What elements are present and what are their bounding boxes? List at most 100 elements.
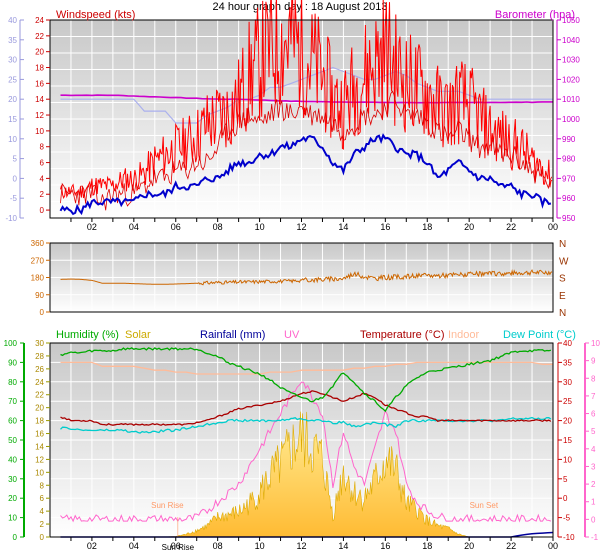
x-tick-label: 20 xyxy=(464,222,474,232)
y-tick-label: 30 xyxy=(8,56,17,65)
sun-rise-annotation: Sun Rise xyxy=(151,501,184,510)
pressure-trend-line xyxy=(60,66,553,124)
y-tick-label: 22 xyxy=(35,391,44,400)
y-tick-label: 20 xyxy=(35,404,44,413)
sun-set-annotation: Sun Set xyxy=(470,501,499,510)
y-tick-label: 20 xyxy=(35,48,44,57)
x-tick-label: 18 xyxy=(422,222,432,232)
x-tick-label: 02 xyxy=(87,541,97,551)
y-tick-label: 950 xyxy=(562,214,576,223)
x-tick-label: 10 xyxy=(255,541,265,551)
y-tick-label: 180 xyxy=(31,274,45,283)
legend-item: Temperature (°C) xyxy=(360,329,444,341)
y-tick-label: -10 xyxy=(563,533,575,542)
y-tick-label: 28 xyxy=(35,352,44,361)
y-tick-label: 24 xyxy=(35,16,44,25)
y-tick-label: 25 xyxy=(8,75,17,84)
x-tick-label: 16 xyxy=(380,222,390,232)
x-tick-label: 12 xyxy=(296,541,306,551)
y-tick-label: 26 xyxy=(35,365,44,374)
humidity-solar-temperature-panel: Sun Rise Sun Set Humidity (%) Solar Rainfall… xyxy=(4,329,600,552)
y-tick-label: 30 xyxy=(8,475,17,484)
x-tick-label: 16 xyxy=(380,541,390,551)
y-tick-label: 5 xyxy=(563,475,568,484)
x-tick-label: 22 xyxy=(506,222,516,232)
y-tick-label: 14 xyxy=(35,95,44,104)
y-tick-label: 20 xyxy=(8,494,17,503)
wind-direction-line xyxy=(60,269,553,286)
x-tick-label: 04 xyxy=(129,222,139,232)
y-tick-label: 0 xyxy=(563,494,568,503)
y-tick-label: 2 xyxy=(40,190,45,199)
legend-item: Indoor xyxy=(448,329,480,341)
x-tick-label: 00 xyxy=(548,222,558,232)
x-tick-label: 12 xyxy=(296,222,306,232)
y-tick-label: 20 xyxy=(563,417,572,426)
y-tick-label: 960 xyxy=(562,194,576,203)
temperature-line xyxy=(60,390,552,426)
y-tick-label: 24 xyxy=(35,378,44,387)
y-tick-label: 1030 xyxy=(562,56,580,65)
y-tick-label: 8 xyxy=(40,143,45,152)
y-tick-label: 10 xyxy=(8,135,17,144)
y-tick-label: 40 xyxy=(8,16,17,25)
y-tick-label: 2 xyxy=(591,480,596,489)
y-tick-label: 70 xyxy=(8,397,17,406)
y-tick-label: -10 xyxy=(5,214,17,223)
x-tick-label: 08 xyxy=(213,222,223,232)
y-tick-label: -5 xyxy=(563,514,571,523)
y-tick-label: 30 xyxy=(35,339,44,348)
y-tick-label: 0 xyxy=(40,308,45,317)
legend-item: Dew Point (°C) xyxy=(503,329,576,341)
x-tick-label: 04 xyxy=(129,541,139,551)
y-tick-label: 50 xyxy=(8,436,17,445)
compass-label: S xyxy=(559,274,566,285)
wind-barometer-panel: Windspeed (kts) Barometer (hpa)-10-505101… xyxy=(5,0,580,232)
y-tick-label: 3 xyxy=(591,462,596,471)
y-tick-label: 16 xyxy=(35,79,44,88)
y-tick-label: 12 xyxy=(35,455,44,464)
y-tick-label: 15 xyxy=(8,115,17,124)
y-tick-label: 5 xyxy=(591,427,596,436)
y-tick-label: 14 xyxy=(35,442,44,451)
y-tick-label: 5 xyxy=(13,155,18,164)
legend-item: Solar xyxy=(125,329,151,341)
y-tick-label: 40 xyxy=(563,339,572,348)
y-tick-label: 100 xyxy=(4,339,18,348)
y-tick-label: 18 xyxy=(35,417,44,426)
y-tick-label: 1 xyxy=(591,498,596,507)
y-tick-label: 980 xyxy=(562,155,576,164)
y-tick-label: 1040 xyxy=(562,36,580,45)
y-tick-label: 35 xyxy=(563,358,572,367)
y-tick-label: 90 xyxy=(8,358,17,367)
y-tick-label: 6 xyxy=(591,410,596,419)
y-tick-label: 60 xyxy=(8,417,17,426)
y-tick-label: 10 xyxy=(35,468,44,477)
y-tick-label: 40 xyxy=(8,455,17,464)
sun-rise-axis-label: Sun Rise xyxy=(162,543,195,552)
windspeed-line xyxy=(60,90,553,211)
y-tick-label: 1010 xyxy=(562,95,580,104)
x-tick-label: 20 xyxy=(464,541,474,551)
y-tick-label: 7 xyxy=(591,392,596,401)
y-tick-label: 0 xyxy=(40,533,45,542)
x-tick-label: 06 xyxy=(171,222,181,232)
y-tick-label: 360 xyxy=(31,239,45,248)
x-tick-label: 08 xyxy=(213,541,223,551)
x-tick-label: 14 xyxy=(338,541,348,551)
y-tick-label: 10 xyxy=(35,127,44,136)
y-tick-label: 15 xyxy=(563,436,572,445)
uv-line xyxy=(60,381,552,523)
y-tick-label: 6 xyxy=(40,159,45,168)
y-tick-label: 0 xyxy=(13,533,18,542)
x-tick-label: 06 xyxy=(171,541,181,551)
x-tick-label: 22 xyxy=(506,541,516,551)
y-tick-label: 12 xyxy=(35,111,44,120)
legend-item: UV xyxy=(284,329,300,341)
y-tick-label: 1020 xyxy=(562,75,580,84)
windspeed-axis-label: Windspeed (kts) xyxy=(56,9,135,21)
y-tick-label: 0 xyxy=(591,515,596,524)
y-tick-label: 9 xyxy=(591,357,596,366)
